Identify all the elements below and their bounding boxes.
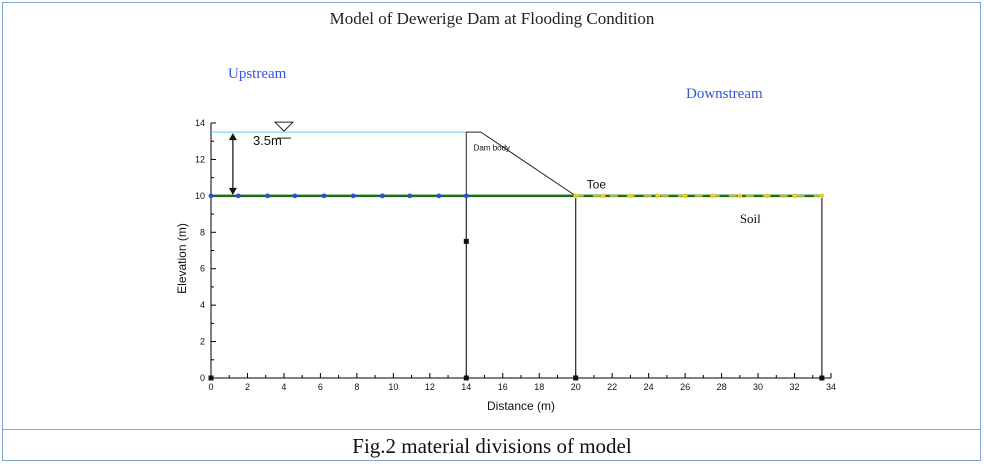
soil-label: Soil [740,211,761,226]
x-tick-label: 0 [208,382,213,392]
dam-body-label: Dam body [474,143,510,152]
y-tick-label: 0 [200,373,205,383]
upstream-node [292,193,298,199]
upstream-node [436,193,442,199]
figure-title: Model of Dewerige Dam at Flooding Condit… [329,9,655,28]
x-tick-label: 12 [425,382,435,392]
downstream-node [628,193,633,199]
y-tick-label: 10 [195,191,205,201]
downstream-node [819,193,825,199]
upstream-node [463,193,469,199]
upstream-node [265,193,270,199]
upstream-node [321,193,327,199]
x-axis-label: Distance (m) [487,399,555,413]
x-tick-label: 28 [717,382,727,392]
downstream-node [573,193,579,199]
downstream-node [792,193,797,199]
x-tick-label: 6 [318,382,323,392]
x-tick-label: 8 [354,382,359,392]
depth-arrow-head-top [228,133,237,141]
downstream-node [600,193,606,199]
x-tick-label: 10 [388,382,398,392]
upstream-node [208,193,214,199]
toe-label: Toe [587,178,607,192]
x-tick-label: 34 [826,382,836,392]
mesh-square-node [208,375,214,381]
dam-model-plot: 0 2 4 6 8 10 12 14 16 18 20 22 24 26 28 30 32 34024681012… [175,118,836,413]
upstream-node [235,193,241,199]
y-axis-label: Elevation (m) [175,223,189,294]
upstream-label: Upstream [228,66,287,82]
upstream-node [380,193,385,199]
y-tick-label: 2 [200,337,205,347]
downstream-label: Downstream [686,86,763,102]
x-tick-label: 24 [644,382,654,392]
water-level-symbol [273,121,295,132]
figure-caption: Fig.2 material divisions of model [352,434,632,458]
mesh-square-node [573,375,579,381]
caption-separator [2,429,981,430]
y-tick-label: 12 [195,154,205,164]
downstream-node [655,193,661,199]
y-tick-label: 14 [195,118,205,128]
mesh-square-node [463,375,469,381]
x-tick-label: 16 [498,382,508,392]
depth-arrow-head-bottom [228,187,237,195]
x-tick-label: 22 [607,382,617,392]
dam-downstream-slope [480,131,576,197]
x-tick-label: 4 [281,382,286,392]
downstream-node [682,193,688,199]
x-tick-label: 26 [680,382,690,392]
y-tick-label: 4 [200,300,205,310]
mesh-square-node [463,238,469,244]
downstream-node [764,193,770,199]
upstream-node [350,193,356,199]
x-tick-label: 20 [571,382,581,392]
mesh-square-node [819,375,825,381]
y-tick-label: 6 [200,264,205,274]
x-tick-label: 18 [534,382,544,392]
x-tick-label: 14 [461,382,471,392]
depth-label: 3.5m [253,133,282,148]
upstream-node [407,193,413,199]
x-tick-label: 2 [245,382,250,392]
x-tick-label: 32 [790,382,800,392]
downstream-node [710,193,715,199]
downstream-node [737,193,743,199]
y-tick-label: 8 [200,227,205,237]
x-tick-label: 30 [753,382,763,392]
